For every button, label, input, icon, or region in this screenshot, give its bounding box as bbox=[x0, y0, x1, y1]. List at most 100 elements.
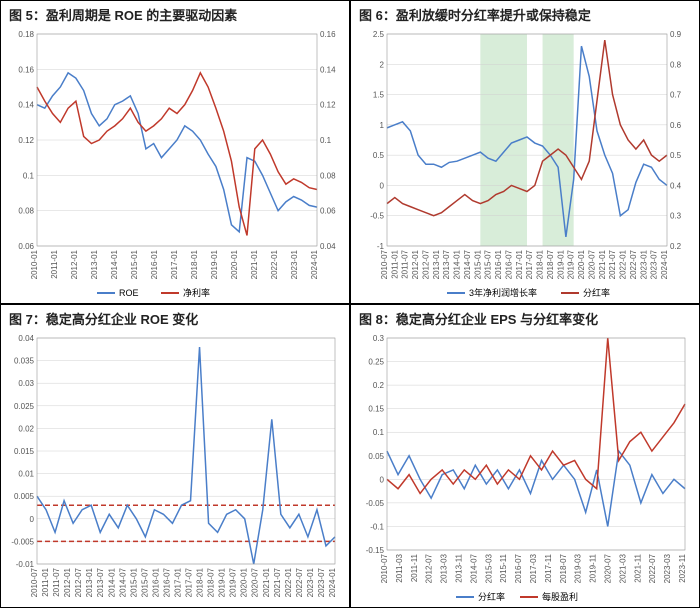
svg-text:每股盈利: 每股盈利 bbox=[542, 591, 578, 602]
svg-text:0.03: 0.03 bbox=[18, 379, 34, 388]
svg-text:2021-01: 2021-01 bbox=[598, 249, 607, 279]
svg-text:2020-07: 2020-07 bbox=[587, 249, 596, 279]
svg-text:2023-01: 2023-01 bbox=[639, 249, 648, 279]
svg-text:2021-07: 2021-07 bbox=[273, 567, 282, 597]
svg-text:2013-01: 2013-01 bbox=[90, 249, 99, 279]
svg-text:0.06: 0.06 bbox=[320, 207, 336, 216]
svg-text:2023-07: 2023-07 bbox=[650, 249, 659, 279]
svg-text:2012-07: 2012-07 bbox=[74, 567, 83, 597]
svg-text:0.2: 0.2 bbox=[670, 242, 682, 251]
svg-text:0: 0 bbox=[380, 475, 385, 484]
svg-text:0.01: 0.01 bbox=[18, 470, 34, 479]
svg-text:2014-01: 2014-01 bbox=[453, 249, 462, 279]
svg-text:2016-01: 2016-01 bbox=[151, 567, 160, 597]
svg-text:2015-01: 2015-01 bbox=[130, 249, 139, 279]
svg-text:0.9: 0.9 bbox=[670, 30, 682, 39]
panel-8-chart: -0.15-0.1-0.0500.050.10.150.20.250.32010… bbox=[357, 332, 693, 608]
svg-text:2019-11: 2019-11 bbox=[589, 553, 598, 582]
svg-text:0.08: 0.08 bbox=[18, 207, 34, 216]
svg-text:分红率: 分红率 bbox=[583, 287, 610, 298]
svg-text:2013-01: 2013-01 bbox=[432, 249, 441, 279]
svg-text:2020-01: 2020-01 bbox=[230, 249, 239, 279]
panel-5-chart: 0.060.080.10.120.140.160.180.040.060.080… bbox=[7, 28, 343, 304]
svg-text:2015-07: 2015-07 bbox=[140, 567, 149, 597]
svg-text:2022-07: 2022-07 bbox=[648, 553, 657, 583]
svg-text:2017-01: 2017-01 bbox=[173, 567, 182, 597]
svg-text:0.015: 0.015 bbox=[14, 447, 35, 456]
svg-text:-0.05: -0.05 bbox=[366, 499, 385, 508]
svg-text:2011-01: 2011-01 bbox=[390, 249, 399, 278]
svg-text:2017-11: 2017-11 bbox=[544, 553, 553, 582]
svg-text:2023-07: 2023-07 bbox=[317, 567, 326, 597]
svg-text:2: 2 bbox=[380, 60, 385, 69]
svg-text:ROE: ROE bbox=[119, 288, 139, 298]
svg-text:2012-01: 2012-01 bbox=[411, 249, 420, 279]
svg-text:2011-07: 2011-07 bbox=[52, 567, 61, 596]
svg-text:2016-07: 2016-07 bbox=[514, 553, 523, 583]
svg-text:2020-01: 2020-01 bbox=[240, 567, 249, 597]
svg-text:2024-01: 2024-01 bbox=[660, 249, 669, 279]
panel-6-chart: -1-0.500.511.522.50.20.30.40.50.60.70.80… bbox=[357, 28, 693, 304]
svg-text:2010-01: 2010-01 bbox=[30, 249, 39, 279]
svg-text:2021-07: 2021-07 bbox=[608, 249, 617, 279]
svg-text:2018-07: 2018-07 bbox=[207, 567, 216, 597]
svg-text:0.1: 0.1 bbox=[23, 171, 35, 180]
svg-text:0.025: 0.025 bbox=[14, 402, 35, 411]
svg-text:0.06: 0.06 bbox=[18, 242, 34, 251]
svg-text:0.1: 0.1 bbox=[320, 136, 332, 145]
svg-text:0.1: 0.1 bbox=[373, 428, 385, 437]
svg-text:2014-01: 2014-01 bbox=[107, 567, 116, 597]
svg-text:0: 0 bbox=[30, 515, 35, 524]
svg-text:0.2: 0.2 bbox=[373, 381, 385, 390]
svg-text:0.05: 0.05 bbox=[368, 452, 384, 461]
svg-text:3年净利润增长率: 3年净利润增长率 bbox=[469, 287, 537, 298]
svg-text:2024-01: 2024-01 bbox=[328, 567, 337, 597]
svg-text:2021-11: 2021-11 bbox=[633, 553, 642, 582]
svg-text:2017-07: 2017-07 bbox=[525, 249, 534, 279]
svg-text:2017-01: 2017-01 bbox=[170, 249, 179, 279]
svg-text:2012-01: 2012-01 bbox=[70, 249, 79, 279]
svg-text:2010-07: 2010-07 bbox=[30, 567, 39, 597]
svg-text:2012-07: 2012-07 bbox=[421, 249, 430, 279]
svg-text:2016-01: 2016-01 bbox=[150, 249, 159, 279]
svg-text:0: 0 bbox=[380, 181, 385, 190]
svg-text:2020-07: 2020-07 bbox=[604, 553, 613, 583]
svg-text:2012-01: 2012-01 bbox=[63, 567, 72, 597]
svg-text:2010-07: 2010-07 bbox=[380, 553, 389, 583]
svg-text:2019-07: 2019-07 bbox=[229, 567, 238, 597]
svg-text:0.12: 0.12 bbox=[18, 136, 34, 145]
svg-text:2019-01: 2019-01 bbox=[218, 567, 227, 597]
svg-text:2018-07: 2018-07 bbox=[559, 553, 568, 583]
svg-text:2013-07: 2013-07 bbox=[96, 567, 105, 597]
svg-text:2014-07: 2014-07 bbox=[463, 249, 472, 279]
svg-text:2022-01: 2022-01 bbox=[284, 567, 293, 597]
svg-text:0.4: 0.4 bbox=[670, 181, 682, 190]
svg-text:0.5: 0.5 bbox=[670, 151, 682, 160]
svg-text:0.15: 0.15 bbox=[368, 405, 384, 414]
svg-text:2018-01: 2018-01 bbox=[196, 567, 205, 597]
svg-text:0.005: 0.005 bbox=[14, 492, 35, 501]
svg-text:2021-01: 2021-01 bbox=[262, 567, 271, 597]
svg-text:2016-01: 2016-01 bbox=[494, 249, 503, 279]
svg-text:2022-01: 2022-01 bbox=[619, 249, 628, 279]
svg-text:1.5: 1.5 bbox=[373, 91, 385, 100]
svg-text:2019-07: 2019-07 bbox=[567, 249, 576, 279]
svg-text:分红率: 分红率 bbox=[478, 591, 505, 602]
svg-text:0.12: 0.12 bbox=[320, 101, 336, 110]
svg-text:0.16: 0.16 bbox=[18, 65, 34, 74]
svg-text:2.5: 2.5 bbox=[373, 30, 385, 39]
svg-text:2011-03: 2011-03 bbox=[395, 553, 404, 582]
svg-text:0.6: 0.6 bbox=[670, 121, 682, 130]
svg-text:0.7: 0.7 bbox=[670, 91, 682, 100]
svg-text:2018-01: 2018-01 bbox=[190, 249, 199, 279]
panel-7-title: 图 7：稳定高分红企业 ROE 变化 bbox=[9, 309, 343, 328]
svg-text:2014-07: 2014-07 bbox=[469, 553, 478, 583]
svg-text:-0.5: -0.5 bbox=[370, 212, 384, 221]
svg-text:2010-07: 2010-07 bbox=[380, 249, 389, 279]
svg-text:2021-03: 2021-03 bbox=[618, 553, 627, 583]
svg-text:-1: -1 bbox=[377, 242, 385, 251]
svg-text:2013-07: 2013-07 bbox=[442, 249, 451, 279]
svg-text:2015-01: 2015-01 bbox=[129, 567, 138, 597]
svg-text:0.035: 0.035 bbox=[14, 357, 35, 366]
svg-text:0.3: 0.3 bbox=[373, 334, 385, 343]
